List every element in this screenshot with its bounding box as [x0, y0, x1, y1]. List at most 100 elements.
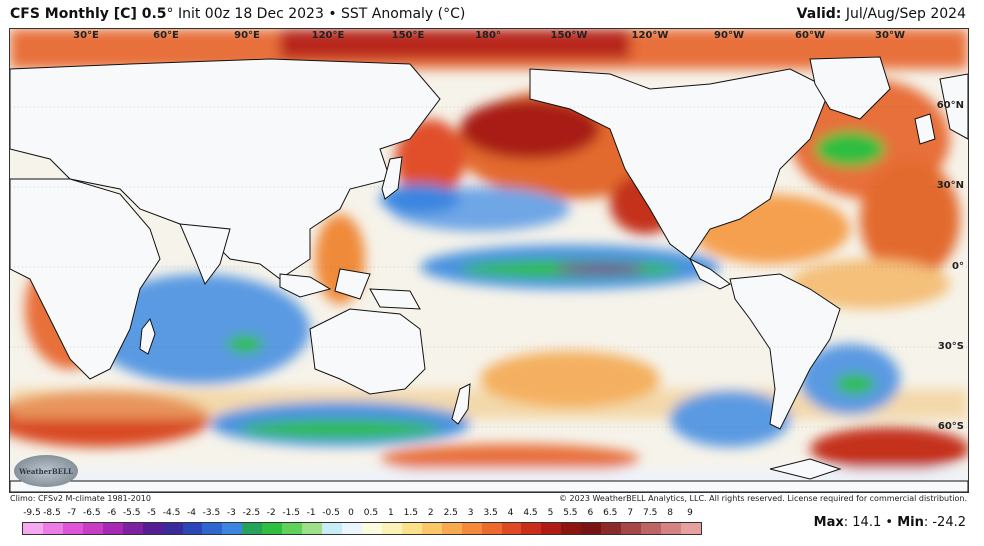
colorbar-tick-label: 1.5 — [403, 508, 419, 518]
max-min-stats: Max: 14.1 • Min: -24.2 — [814, 515, 966, 530]
field-name: SST Anomaly ( — [341, 6, 444, 22]
colorbar-cell — [342, 523, 362, 534]
colorbar-cell — [361, 523, 382, 534]
lat-label: 30°N — [936, 180, 964, 191]
copyright-note: © 2023 WeatherBELL Analytics, LLC. All r… — [559, 494, 967, 503]
colorbar-cell — [222, 523, 243, 534]
colorbar-tick-label: 8 — [667, 508, 673, 518]
colorbar-tick-label: 5.5 — [563, 508, 578, 518]
colorbar-cell — [262, 523, 283, 534]
colorbar-cell — [142, 523, 163, 534]
lon-label: 90°W — [714, 30, 744, 41]
colorbar-cell — [461, 523, 482, 534]
colorbar-cell — [401, 523, 422, 534]
lon-label: 120°W — [631, 30, 669, 41]
colorbar-tick-label: -2.5 — [242, 508, 261, 518]
colorbar-cell — [102, 523, 123, 534]
colorbar-cell — [501, 523, 522, 534]
colorbar-cell — [481, 523, 502, 534]
colorbar-tick-label: 7.5 — [642, 508, 658, 518]
init-time: Init 00z 18 Dec 2023 — [177, 6, 324, 22]
colorbar-labels: -9.5 -8.5 -7 -6.5 -6 -5.5 -5 -4.5 -4 -3.5 -3 -2.5 -2… — [22, 508, 700, 520]
colorbar-tick-label: -5 — [147, 508, 157, 518]
colorbar-tick-label: -4.5 — [162, 508, 181, 518]
colorbar-cell — [182, 523, 203, 534]
map-canvas — [10, 29, 968, 492]
lon-label: 180° — [475, 30, 501, 41]
colorbar-cell — [581, 523, 602, 534]
colorbar-tick-label: -6.5 — [83, 508, 101, 518]
colorbar-tick-label: -1.5 — [282, 508, 300, 518]
colorbar-tick-label: -0.5 — [322, 508, 340, 518]
colorbar-tick-label: 9 — [687, 508, 693, 518]
lon-label: 120°E — [311, 30, 345, 41]
colorbar-tick-label: 6.5 — [603, 508, 618, 518]
colorbar-tick-label: 6 — [587, 508, 594, 518]
colorbar-cell — [601, 523, 622, 534]
stats-bullet: • — [885, 515, 894, 530]
colorbar-tick-label: 2.5 — [443, 508, 458, 518]
colorbar-cell — [561, 523, 582, 534]
lon-label: 150°W — [550, 30, 588, 41]
max-value: : 14.1 — [843, 515, 882, 530]
lon-label: 30°E — [73, 30, 99, 41]
title-bullet: • — [328, 6, 337, 22]
colorbar-cell — [621, 523, 642, 534]
lat-label: 60°N — [936, 100, 964, 111]
colorbar-tick-label: -6 — [107, 508, 117, 518]
colorbar-cell — [421, 523, 442, 534]
colorbar-tick-label: -5.5 — [122, 508, 141, 518]
colorbar-cell — [162, 523, 183, 534]
lon-label: 150°E — [391, 30, 425, 41]
colorbar-cell — [322, 523, 342, 534]
colorbar — [22, 522, 702, 535]
colorbar-tick-label: 7 — [627, 508, 634, 518]
lat-label: 30°S — [937, 341, 964, 352]
colorbar-cell — [62, 523, 83, 534]
lon-label: 60°W — [795, 30, 825, 41]
colorbar-cell — [42, 523, 63, 534]
colorbar-tick-label: -3.5 — [202, 508, 221, 518]
lat-label: 60°S — [937, 421, 964, 432]
colorbar-tick-label: 1 — [388, 508, 394, 518]
model-name: CFS Monthly [C] 0.5 — [10, 6, 167, 22]
colorbar-tick-label: -7 — [67, 508, 77, 518]
colorbar-tick-label: -9.5 — [23, 508, 41, 518]
colorbar-cell — [441, 523, 462, 534]
valid-value: Jul/Aug/Sep 2024 — [845, 6, 966, 22]
colorbar-tick-label: 0 — [348, 508, 354, 518]
lon-label: 90°E — [234, 30, 260, 41]
lon-label: 60°E — [153, 30, 179, 41]
lon-label: 30°W — [875, 30, 905, 41]
colorbar-cell — [82, 523, 103, 534]
climo-note: Climo: CFSv2 M-climate 1981-2010 — [10, 494, 151, 503]
colorbar-cell — [541, 523, 562, 534]
colorbar-tick-label: -4 — [187, 508, 196, 518]
colorbar-tick-label: 2 — [427, 508, 434, 518]
colorbar-cell — [122, 523, 143, 534]
map-title: CFS Monthly [C] 0.5° Init 00z 18 Dec 202… — [10, 6, 465, 22]
colorbar-cell — [23, 523, 43, 534]
colorbar-cell — [381, 523, 402, 534]
colorbar-cell — [680, 523, 701, 534]
lat-label: 0° — [952, 261, 964, 272]
colorbar-tick-label: -1 — [306, 508, 316, 518]
colorbar-tick-label: 3.5 — [483, 508, 498, 518]
colorbar-tick-label: 4 — [507, 508, 514, 518]
colorbar-tick-label: -8.5 — [43, 508, 61, 518]
colorbar-tick-label: 5 — [547, 508, 554, 518]
colorbar-cell — [661, 523, 681, 534]
colorbar-tick-label: 3 — [467, 508, 474, 518]
valid-period: Valid: Jul/Aug/Sep 2024 — [797, 6, 966, 22]
colorbar-cell — [202, 523, 223, 534]
logo-text: WeatherBELL — [19, 466, 73, 476]
valid-label: Valid: — [796, 6, 842, 22]
min-value: : -24.2 — [923, 515, 966, 530]
colorbar-tick-label: -3 — [226, 508, 236, 518]
sst-anomaly-map — [9, 28, 969, 493]
colorbar-cell — [302, 523, 323, 534]
land-masses — [10, 56, 968, 492]
min-label: Min — [897, 515, 924, 530]
field-unit: °C) — [443, 6, 466, 22]
colorbar-tick-label: 0.5 — [363, 508, 379, 518]
